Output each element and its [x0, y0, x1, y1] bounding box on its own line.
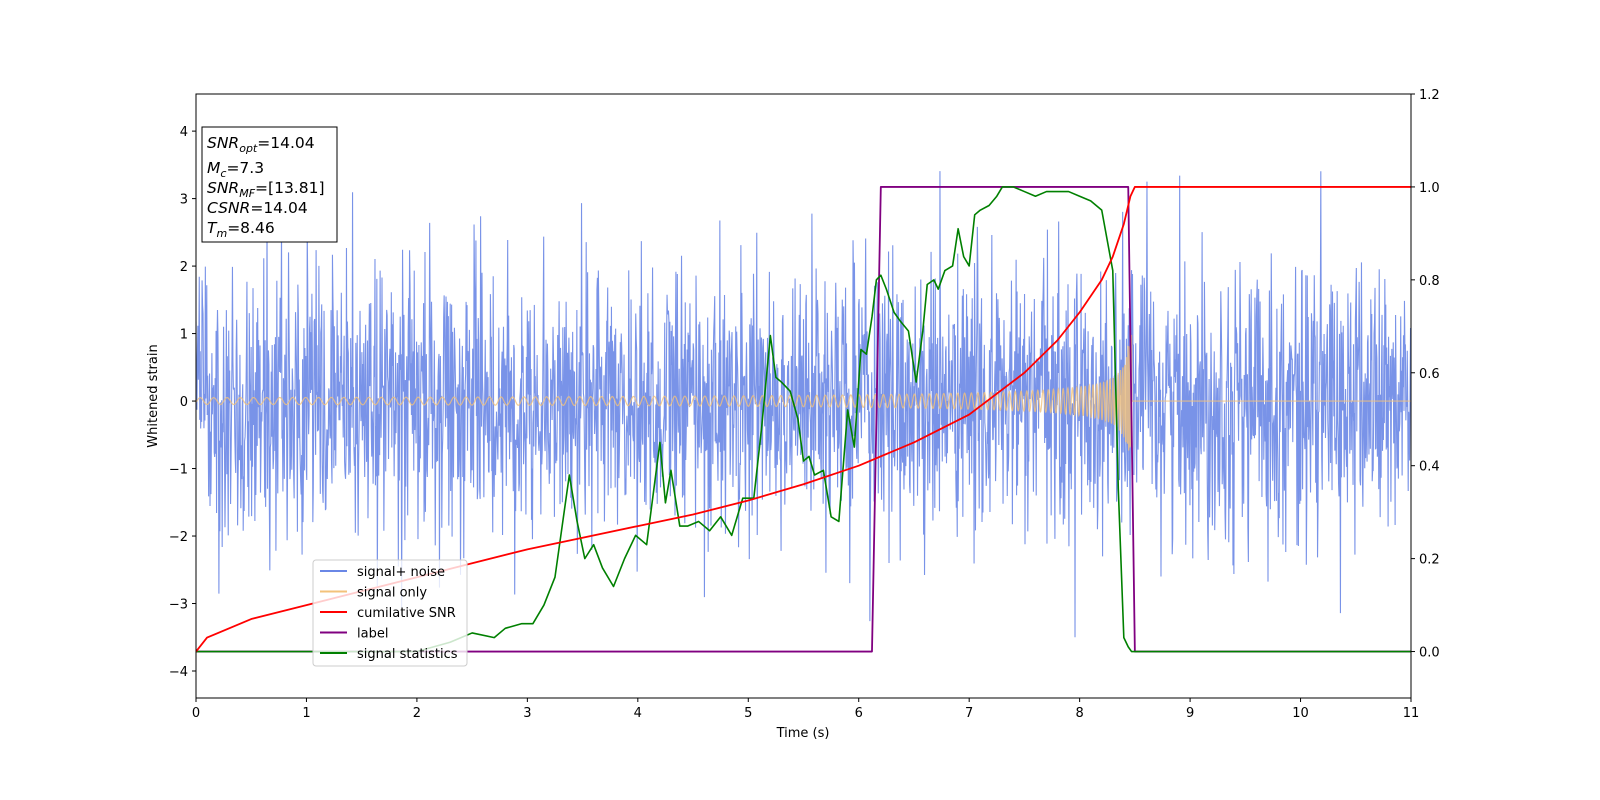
info-mc: Mc=7.3 — [207, 159, 264, 180]
y-right-tick-label: 0.8 — [1419, 274, 1440, 289]
legend-items: signal+ noise signal only cumilative SNR la… — [320, 565, 458, 662]
series-signal-only — [196, 334, 1411, 451]
y-left-tick-label: −4 — [169, 665, 188, 680]
legend-frame — [312, 559, 468, 667]
y-right-tick-label: 1.0 — [1419, 181, 1440, 196]
x-axis-label: Time (s) — [776, 726, 830, 741]
x-tick-label: 0 — [192, 706, 200, 721]
y-left-tick-label: −3 — [169, 598, 188, 613]
info-csnr: CSNR=14.04 — [207, 199, 308, 217]
y-left-tick-label: 2 — [180, 260, 188, 275]
x-tick-label: 10 — [1292, 706, 1309, 721]
x-tick-label: 5 — [744, 706, 752, 721]
series-layer — [196, 171, 1411, 653]
x-tick-label: 8 — [1075, 706, 1083, 721]
x-tick-label: 9 — [1186, 706, 1194, 721]
legend: signal+ noise signal only cumilative SNR la… — [312, 559, 468, 667]
x-tick-label: 4 — [634, 706, 642, 721]
plot-frame — [195, 93, 1412, 699]
ticks-layer: 0 1 2 3 4 5 6 7 8 9 10 11 −4 −3 −2 −1 0 1 2 3 4 0.0 0.2 0.4 0.6 0… — [169, 88, 1440, 721]
y-left-tick-label: −2 — [169, 530, 188, 545]
series-signal-plus-noise — [196, 171, 1411, 638]
legend-label: label — [357, 627, 388, 642]
y-left-tick-label: 3 — [180, 193, 188, 208]
y-right-tick-label: 0.2 — [1419, 553, 1440, 568]
x-tick-label: 11 — [1403, 706, 1420, 721]
y-left-tick-label: 0 — [180, 395, 188, 410]
y-right-tick-label: 0.6 — [1419, 367, 1440, 382]
y-right-tick-label: 0.0 — [1419, 646, 1440, 661]
info-snr-mf: SNRMF=[13.81] — [207, 179, 325, 200]
legend-label: cumilative SNR — [357, 606, 456, 621]
x-tick-label: 1 — [302, 706, 310, 721]
info-tm: Tm=8.46 — [207, 219, 275, 240]
x-tick-label: 7 — [965, 706, 973, 721]
legend-label: signal only — [357, 586, 427, 601]
y-left-tick-label: 4 — [180, 125, 188, 140]
y-left-tick-label: 1 — [180, 328, 188, 343]
x-tick-label: 2 — [413, 706, 421, 721]
y-axis-label: Whitened strain — [146, 344, 161, 447]
info-box: SNRopt=14.04 Mc=7.3 SNRMF=[13.81] CSNR=1… — [201, 126, 338, 243]
y-left-tick-label: −1 — [169, 463, 188, 478]
series-signal-statistics — [196, 186, 1411, 653]
x-tick-label: 3 — [523, 706, 531, 721]
info-snr-opt: SNRopt=14.04 — [207, 134, 315, 155]
info-box-frame — [201, 126, 338, 243]
y-right-tick-label: 0.4 — [1419, 460, 1440, 475]
legend-label: signal+ noise — [357, 565, 445, 580]
y-right-tick-label: 1.2 — [1419, 88, 1440, 103]
legend-label: signal statistics — [357, 647, 458, 662]
x-tick-label: 6 — [855, 706, 863, 721]
